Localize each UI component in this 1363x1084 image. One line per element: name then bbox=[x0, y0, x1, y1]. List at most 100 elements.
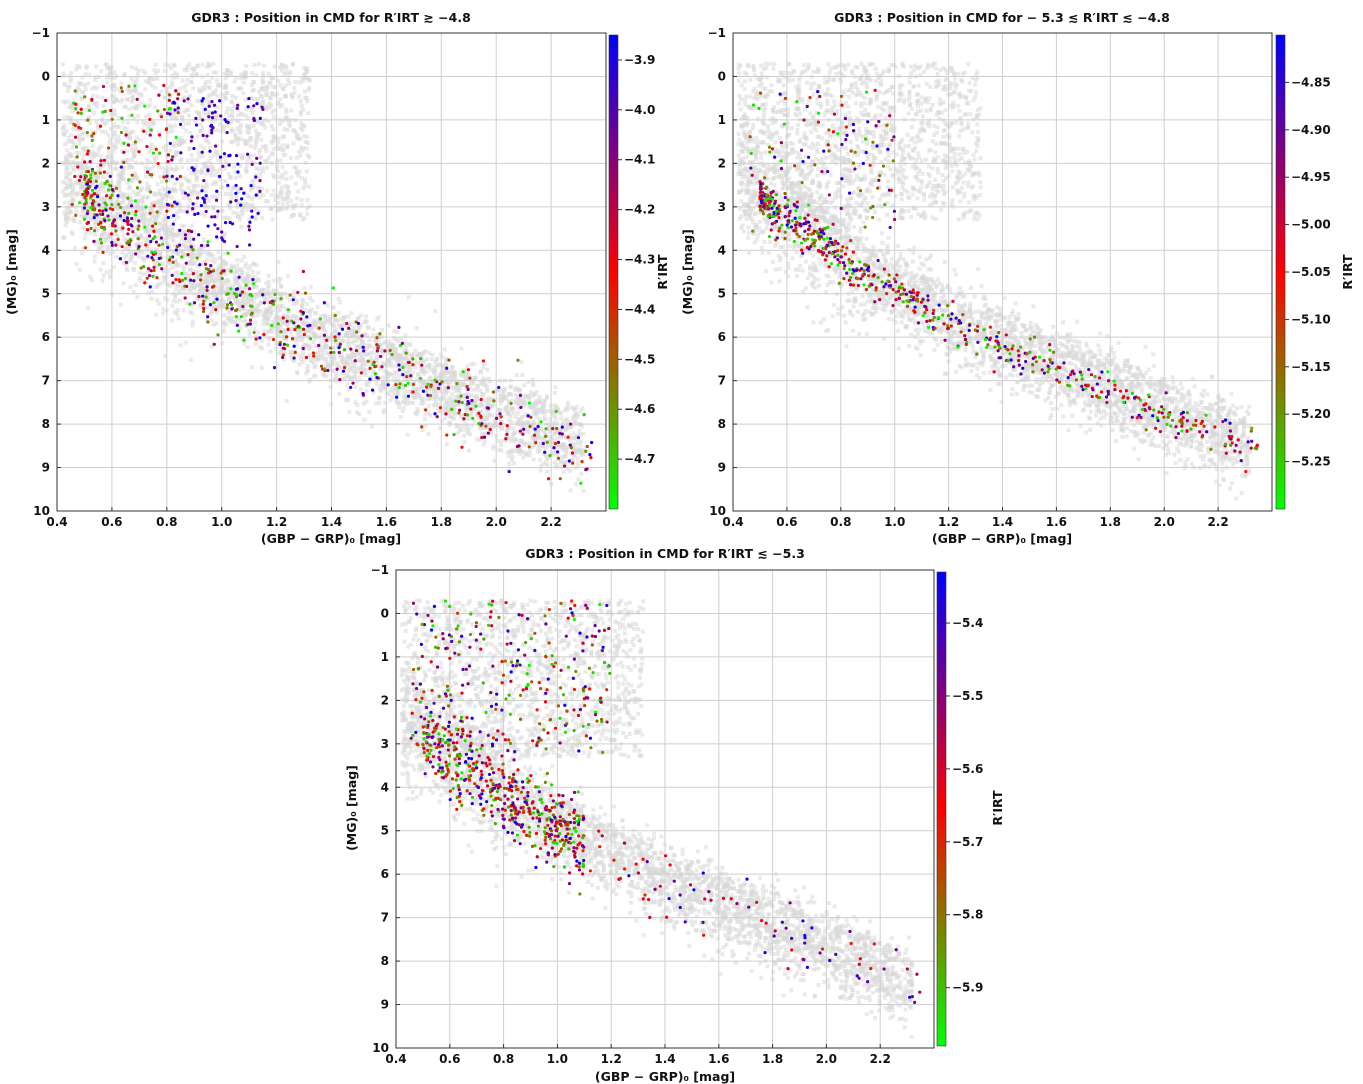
density-cell bbox=[118, 191, 123, 196]
density-cell bbox=[536, 449, 541, 454]
density-cell bbox=[67, 84, 72, 89]
density-cell bbox=[323, 313, 328, 318]
data-point bbox=[250, 311, 254, 315]
density-cell bbox=[283, 183, 288, 188]
density-cell bbox=[181, 229, 186, 234]
density-cell bbox=[178, 86, 183, 91]
density-cell bbox=[171, 298, 176, 303]
density-cell bbox=[184, 89, 189, 94]
density-cell bbox=[340, 354, 345, 359]
density-cell bbox=[304, 169, 309, 174]
density-cell bbox=[272, 108, 277, 113]
data-point bbox=[546, 477, 551, 481]
density-cell bbox=[277, 146, 282, 151]
density-cell bbox=[569, 436, 574, 441]
data-point bbox=[85, 221, 89, 226]
density-cell bbox=[198, 122, 203, 127]
density-cell bbox=[347, 409, 352, 414]
data-point bbox=[177, 278, 181, 282]
density-cell bbox=[419, 402, 424, 407]
density-cell bbox=[324, 346, 329, 351]
data-point bbox=[130, 216, 134, 221]
density-cell bbox=[575, 456, 580, 461]
density-cell bbox=[426, 404, 431, 409]
density-cell bbox=[397, 387, 402, 392]
density-cell bbox=[423, 349, 428, 354]
data-point bbox=[133, 140, 137, 144]
density-cell bbox=[129, 64, 134, 69]
density-cell bbox=[299, 121, 304, 126]
density-cell bbox=[202, 244, 207, 249]
density-cell bbox=[64, 186, 69, 191]
density-cell bbox=[419, 386, 424, 391]
data-point bbox=[328, 346, 333, 350]
density-cell bbox=[331, 345, 336, 350]
density-cell bbox=[441, 370, 446, 375]
density-cell bbox=[535, 400, 540, 405]
data-point bbox=[202, 306, 206, 311]
density-cell bbox=[156, 68, 161, 73]
density-cell bbox=[305, 153, 310, 158]
density-cell bbox=[123, 237, 128, 242]
data-point bbox=[390, 352, 394, 357]
density-cell bbox=[433, 309, 438, 314]
density-cell bbox=[366, 368, 371, 373]
data-point bbox=[170, 158, 174, 162]
data-point bbox=[452, 432, 456, 437]
density-cell bbox=[155, 228, 160, 233]
density-cell bbox=[259, 94, 264, 99]
density-cell bbox=[161, 306, 166, 311]
density-cell bbox=[260, 339, 265, 344]
density-cell bbox=[371, 327, 376, 332]
data-point bbox=[588, 453, 592, 457]
density-cell bbox=[294, 169, 299, 174]
density-cell bbox=[331, 339, 336, 344]
density-cell bbox=[241, 297, 246, 302]
density-cell bbox=[508, 414, 513, 419]
density-cell bbox=[320, 355, 325, 360]
density-cell bbox=[227, 216, 232, 221]
density-cell bbox=[263, 317, 268, 322]
data-point bbox=[82, 217, 87, 221]
data-point bbox=[110, 240, 114, 245]
density-cell bbox=[306, 329, 311, 334]
cmd-panel-1: GDR3 : Position in CMD for R′IRT ≳ −4.80… bbox=[4, 10, 670, 546]
density-cell bbox=[480, 395, 485, 400]
density-cell bbox=[267, 306, 272, 311]
density-cell bbox=[83, 86, 88, 91]
density-cell bbox=[499, 392, 504, 397]
density-cell bbox=[62, 200, 67, 205]
density-cell bbox=[380, 361, 385, 366]
data-point bbox=[73, 123, 77, 127]
density-cell bbox=[362, 417, 367, 422]
density-cell bbox=[352, 339, 357, 344]
density-cell bbox=[572, 436, 577, 441]
density-cell bbox=[138, 242, 143, 247]
density-cell bbox=[292, 358, 297, 363]
data-point bbox=[148, 133, 152, 137]
density-cell bbox=[158, 233, 163, 238]
density-cell bbox=[257, 185, 262, 190]
density-cell bbox=[253, 128, 258, 133]
density-cell bbox=[498, 425, 503, 430]
data-point bbox=[368, 377, 372, 381]
density-cell bbox=[296, 334, 301, 339]
density-cell bbox=[207, 93, 212, 98]
density-cell bbox=[64, 162, 69, 167]
density-cell bbox=[256, 330, 261, 335]
density-cell bbox=[92, 153, 97, 158]
density-cell bbox=[357, 351, 362, 356]
density-cell bbox=[127, 184, 132, 189]
density-cell bbox=[214, 310, 219, 315]
density-cell bbox=[302, 177, 307, 182]
density-cell bbox=[281, 147, 286, 152]
data-point bbox=[157, 243, 161, 247]
data-point bbox=[136, 227, 140, 231]
density-cell bbox=[91, 93, 96, 98]
density-cell bbox=[478, 370, 483, 375]
data-point bbox=[426, 393, 430, 397]
density-cell bbox=[101, 121, 106, 126]
density-cell bbox=[281, 134, 286, 139]
density-cell bbox=[444, 398, 449, 403]
density-cell bbox=[534, 398, 539, 403]
